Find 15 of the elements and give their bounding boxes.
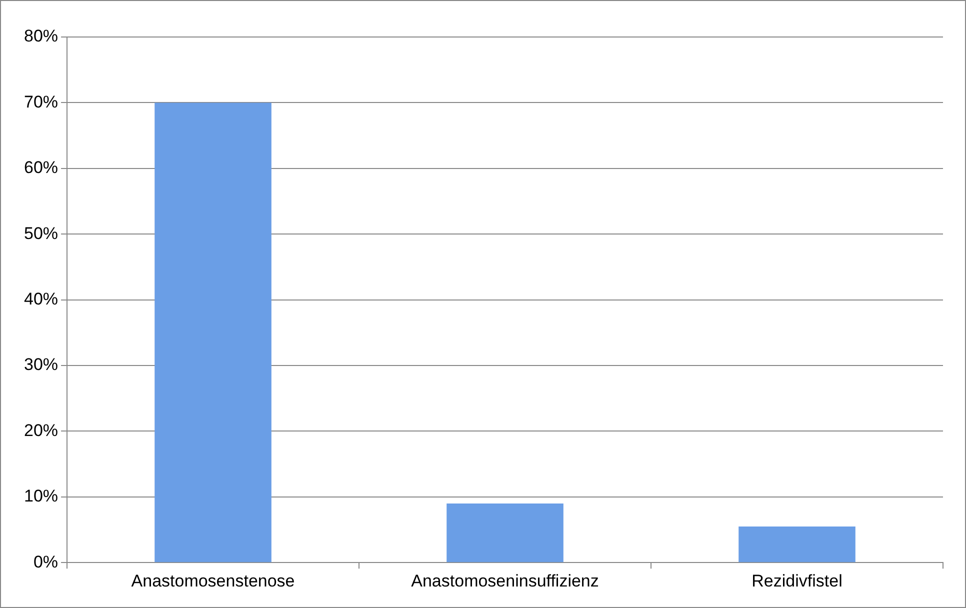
y-tick-label: 80%: [24, 26, 58, 46]
bar: [446, 503, 564, 562]
y-tick-label: 40%: [24, 289, 58, 308]
y-tick-label: 30%: [24, 355, 58, 374]
y-tick-label: 50%: [24, 224, 58, 243]
x-tick-label: Anastomosenstenose: [131, 571, 295, 590]
y-tick-label: 10%: [24, 486, 58, 506]
bar: [154, 102, 272, 562]
x-tick-label: Rezidivfistel: [752, 571, 842, 590]
bar: [738, 526, 856, 562]
x-tick-label: Anastomoseninsuffizienz: [411, 571, 599, 590]
y-tick-label: 20%: [24, 420, 58, 440]
y-tick-label: 60%: [24, 158, 58, 178]
y-tick-label: 70%: [24, 92, 58, 112]
y-tick-label: 0%: [33, 552, 58, 572]
